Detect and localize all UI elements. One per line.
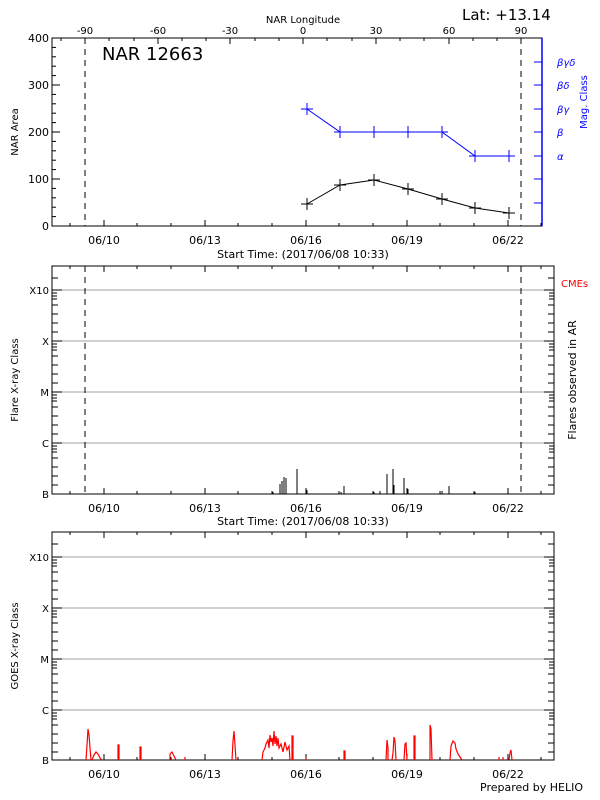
- nar-area-series: [301, 174, 515, 219]
- date-tick-label: 06/16: [290, 234, 322, 247]
- flares-observed-ylabel: Flares observed in AR: [566, 320, 579, 440]
- area-tick-label: 300: [28, 79, 49, 92]
- date-tick-label: 06/19: [391, 768, 423, 781]
- date-tick-label: 06/10: [88, 502, 120, 515]
- top-axis-title: NAR Longitude: [266, 15, 340, 26]
- panel-goes: B C M X X10 GOES X-ray Class: [10, 531, 583, 794]
- area-tick-label: 0: [42, 220, 49, 233]
- date-tick-label: 06/10: [88, 234, 120, 247]
- date-tick-label: 06/13: [189, 768, 221, 781]
- goes-class-ylabel: GOES X-ray Class: [10, 602, 21, 689]
- flare-class-ylabel: Flare X-ray Class: [10, 338, 21, 422]
- top-tick-label: -90: [77, 26, 93, 37]
- start-time-label: Start Time: (2017/06/08 10:33): [217, 515, 389, 528]
- date-tick-label: 06/16: [290, 768, 322, 781]
- class-tick-label: C: [42, 706, 49, 717]
- mag-tick-label: α: [557, 152, 564, 163]
- goes-flux-series: [85, 724, 513, 761]
- flare-bars: [272, 469, 476, 494]
- top-tick-label: 0: [300, 26, 306, 37]
- area-tick-label: 400: [28, 32, 49, 45]
- top-axis-ticks: -90 -60 -30 0 30 60 90: [77, 26, 528, 37]
- date-tick-label: 06/10: [88, 768, 120, 781]
- top-tick-label: 30: [370, 26, 383, 37]
- top-tick-label: 90: [515, 26, 528, 37]
- date-tick-label: 06/16: [290, 502, 322, 515]
- class-tick-label: X10: [29, 286, 49, 297]
- region-title: NAR 12663: [102, 44, 203, 65]
- class-tick-label: X: [42, 337, 49, 348]
- class-tick-label: M: [40, 655, 49, 666]
- mag-tick-label: βγδ: [556, 58, 575, 69]
- class-tick-label: M: [40, 388, 49, 399]
- date-tick-label: 06/22: [492, 502, 524, 515]
- class-tick-label: B: [42, 756, 49, 767]
- date-tick-label: 06/22: [492, 234, 524, 247]
- nar-area-ylabel: NAR Area: [10, 108, 21, 155]
- date-tick-label: 06/22: [492, 768, 524, 781]
- panel-nar-area: 0 100 200 300 400 NAR Area α β βγ βδ βγδ…: [10, 32, 590, 261]
- top-tick-label: -30: [222, 26, 238, 37]
- start-time-label: Start Time: (2017/06/08 10:33): [217, 248, 389, 261]
- class-tick-label: X10: [29, 553, 49, 564]
- area-tick-label: 100: [28, 173, 49, 186]
- mag-class-series: [301, 103, 515, 162]
- prepared-by-label: Prepared by HELIO: [480, 781, 583, 794]
- class-gridlines: [52, 556, 554, 711]
- top-tick-label: -60: [150, 26, 166, 37]
- date-tick-label: 06/19: [391, 502, 423, 515]
- date-tick-label: 06/13: [189, 234, 221, 247]
- mag-tick-label: βγ: [556, 105, 570, 116]
- panel-flares: B C M X X10 Flare X-ray Class CMEs Flare…: [10, 265, 588, 528]
- date-tick-label: 06/13: [189, 502, 221, 515]
- area-tick-label: 200: [28, 126, 49, 139]
- mag-class-ylabel: Mag. Class: [579, 75, 590, 129]
- class-tick-label: B: [42, 490, 49, 501]
- class-gridlines: [52, 289, 554, 444]
- cmes-legend: CMEs: [561, 279, 588, 290]
- date-tick-label: 06/19: [391, 234, 423, 247]
- class-tick-label: X: [42, 604, 49, 615]
- latitude-label: Lat: +13.14: [462, 6, 551, 24]
- class-tick-label: C: [42, 439, 49, 450]
- mag-tick-label: β: [556, 128, 564, 139]
- mag-tick-label: βδ: [556, 81, 570, 92]
- top-tick-label: 60: [443, 26, 456, 37]
